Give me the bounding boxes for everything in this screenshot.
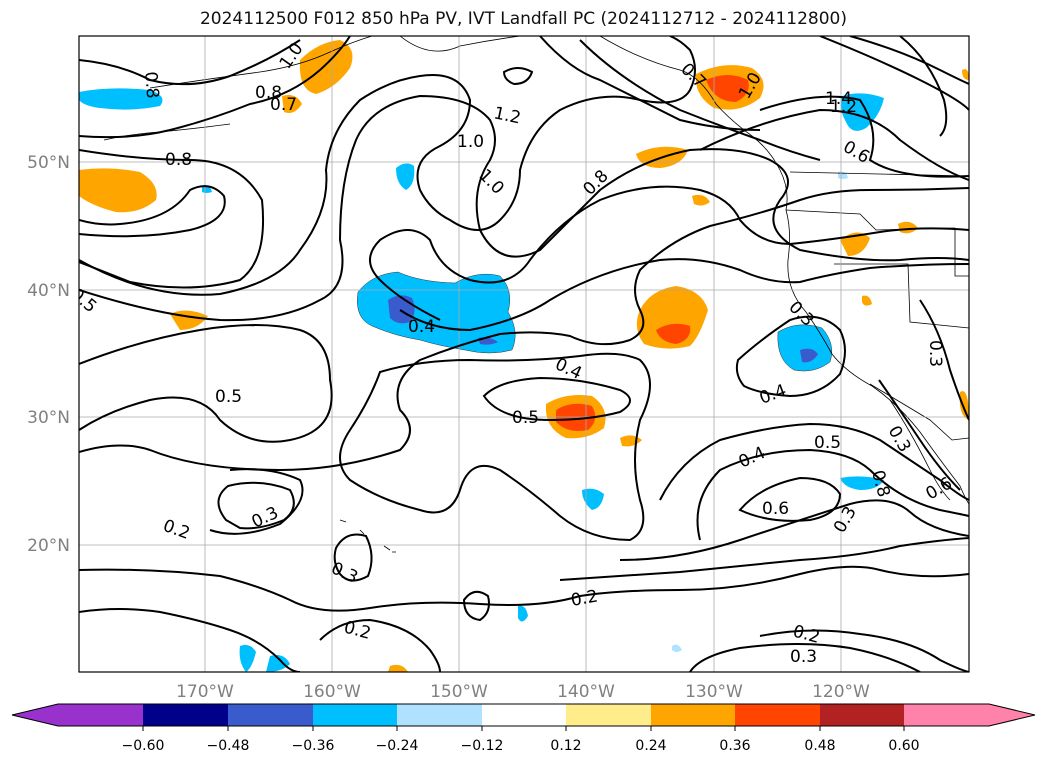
contour-label: 1.2 [830, 97, 857, 117]
colorbar-swatch [820, 704, 904, 726]
colorbar-swatch [651, 704, 735, 726]
contour-label: 0.7 [270, 95, 297, 115]
colorbar-extend-left [12, 704, 143, 726]
contour-label: 0.3 [790, 647, 817, 667]
pv-contours [79, 36, 969, 672]
contour-label: 0.8 [255, 83, 282, 103]
colorbar-swatch [397, 704, 482, 726]
colorbar-swatch [566, 704, 651, 726]
colorbar-swatch [735, 704, 820, 726]
contour-label: 0.5 [512, 408, 539, 428]
contour-label: 1.4 [825, 89, 852, 109]
lat-label: 20°N [27, 536, 70, 556]
contour-label: 0.3 [925, 340, 945, 367]
colorbar-tick-label: −0.36 [292, 738, 335, 754]
lat-label: 40°N [27, 281, 70, 301]
contour-label: 0.2 [569, 587, 599, 611]
colorbar-tick-label: 0.12 [550, 738, 581, 754]
colorbar-tick-label: 0.48 [804, 738, 835, 754]
lon-label: 170°W [176, 682, 234, 702]
contour-label: 1.0 [457, 132, 484, 152]
colorbar-swatch [228, 704, 313, 726]
colorbar-tick-label: 0.36 [719, 738, 750, 754]
map-plot-area: 0.8 1.0 0.8 0.7 0.8 1.0 1.2 1.0 0.8 0.7 … [79, 36, 969, 672]
colorbar-extend-right [904, 704, 1035, 726]
colorbar-swatch [143, 704, 228, 726]
colorbar-swatch [313, 704, 397, 726]
neg-anomaly-calif [777, 324, 832, 372]
lon-label: 140°W [557, 682, 615, 702]
lat-axis: 50°N 40°N 30°N 20°N [27, 153, 70, 556]
contour-label: 0.8 [165, 150, 192, 170]
colorbar-tick-label: 0.24 [635, 738, 666, 754]
map-frame [78, 35, 970, 673]
lat-label: 50°N [27, 153, 70, 173]
contour-label: 0.5 [215, 387, 242, 407]
contour-label: 0.4 [408, 317, 435, 337]
colorbar-tick-label: −0.48 [207, 738, 250, 754]
colorbar-tick-label: 0.60 [888, 738, 919, 754]
contour-label: 0.6 [762, 499, 789, 519]
colorbar: −0.60 −0.48 −0.36 −0.24 −0.12 0.12 0.24 … [11, 703, 1036, 754]
lat-label: 30°N [27, 408, 70, 428]
lon-label: 130°W [685, 682, 743, 702]
lon-label: 160°W [303, 682, 361, 702]
colorbar-tick-label: −0.60 [122, 738, 165, 754]
contour-label: 0.8 [140, 71, 162, 100]
colorbar-tick-label: −0.24 [376, 738, 419, 754]
colorbar-tick-label: −0.12 [461, 738, 504, 754]
contour-label: 0.5 [814, 433, 841, 453]
neg-anomaly-central-pacific [357, 271, 516, 354]
neg-anomaly-calif-core [800, 348, 818, 363]
lon-axis: 170°W 160°W 150°W 140°W 130°W 120°W [176, 682, 870, 702]
lon-label: 150°W [430, 682, 488, 702]
lon-label: 120°W [812, 682, 870, 702]
map-title: 2024112500 F012 850 hPa PV, IVT Landfall… [199, 9, 847, 29]
colorbar-swatch [482, 704, 566, 726]
pos-anomaly-gulf-alaska [299, 40, 353, 94]
